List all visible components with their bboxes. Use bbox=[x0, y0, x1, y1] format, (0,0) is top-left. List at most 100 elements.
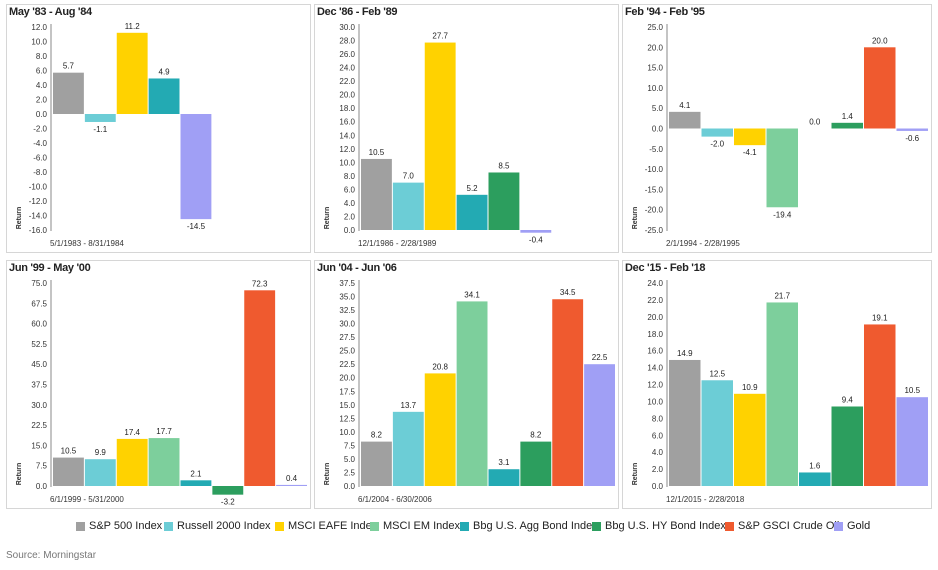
legend-label: Bbg U.S. HY Bond Index bbox=[605, 520, 726, 532]
y-tick-label: -12.0 bbox=[29, 197, 48, 206]
y-tick-label: 37.5 bbox=[339, 279, 355, 288]
bar-msci-em bbox=[148, 438, 180, 486]
y-tick-label: 5.0 bbox=[344, 455, 356, 464]
y-tick-label: 6.0 bbox=[36, 67, 48, 76]
data-label-msci-eafe: 20.8 bbox=[432, 362, 448, 371]
panel-title: May '83 - Aug '84 bbox=[9, 6, 92, 18]
bar-chart: 0.0 7.5 15.0 22.5 30.0 37.5 45.0 52.5 60.0 67.5 75… bbox=[16, 279, 307, 507]
data-label-sp500: 8.2 bbox=[371, 431, 383, 440]
legend-item-sp500: S&P 500 Index bbox=[76, 518, 162, 534]
bar-sp500 bbox=[361, 441, 392, 486]
y-tick-label: 45.0 bbox=[31, 360, 47, 369]
y-tick-label: -14.0 bbox=[29, 212, 48, 221]
data-label-msci-em: -19.4 bbox=[773, 210, 792, 219]
bar-hy-bond bbox=[520, 441, 552, 486]
bar-chart: 0.0 2.5 5.0 7.5 10.0 12.5 15.0 17.5 20.0 22.5 25.0… bbox=[324, 279, 615, 504]
data-label-hy-bond: 8.2 bbox=[530, 431, 542, 440]
bar-russell2000 bbox=[701, 380, 733, 486]
bar-msci-eafe bbox=[116, 438, 148, 486]
y-tick-label: 16.0 bbox=[647, 347, 663, 356]
y-tick-label: 28.0 bbox=[339, 37, 355, 46]
bar-gold bbox=[584, 364, 615, 486]
bar-sp500 bbox=[53, 457, 84, 486]
legend-label: Gold bbox=[847, 520, 871, 532]
bar-sp500 bbox=[361, 158, 392, 230]
y-tick-label: -10.0 bbox=[29, 183, 48, 192]
data-label-hy-bond: 1.4 bbox=[842, 112, 854, 121]
bar-russell2000 bbox=[392, 182, 424, 230]
data-label-gold: -0.6 bbox=[905, 134, 919, 143]
date-range: 2/1/1994 - 2/28/1995 bbox=[666, 239, 740, 248]
chart-panel-2: Dec '86 - Feb '89 0.0 2.0 4.0 6.0 8.0 10.0 12.… bbox=[314, 4, 619, 253]
bar-agg-bond bbox=[799, 472, 831, 486]
y-tick-label: 15.0 bbox=[339, 401, 355, 410]
data-label-crude-oil: 34.5 bbox=[560, 288, 576, 297]
data-label-crude-oil: 20.0 bbox=[872, 36, 888, 45]
y-axis-label: Return bbox=[16, 207, 23, 230]
y-tick-label: 2.0 bbox=[344, 212, 356, 221]
legend-item-hy-bond: Bbg U.S. HY Bond Index bbox=[592, 518, 726, 534]
data-label-msci-em: 21.7 bbox=[774, 291, 790, 300]
data-label-msci-em: 34.1 bbox=[464, 290, 480, 299]
y-tick-label: -20.0 bbox=[645, 206, 664, 215]
date-range: 12/1/1986 - 2/28/1989 bbox=[358, 239, 437, 248]
y-tick-label: 20.0 bbox=[339, 91, 355, 100]
bar-gold bbox=[276, 484, 307, 486]
y-tick-label: 10.0 bbox=[647, 84, 663, 93]
bar-crude-oil bbox=[552, 299, 584, 486]
y-tick-label: 0.0 bbox=[344, 482, 356, 491]
bar-crude-oil bbox=[864, 47, 896, 129]
data-label-russell2000: -2.0 bbox=[710, 140, 724, 149]
y-tick-label: 12.0 bbox=[339, 145, 355, 154]
y-tick-label: 15.0 bbox=[31, 441, 47, 450]
y-tick-label: 25.0 bbox=[339, 347, 355, 356]
y-tick-label: 5.0 bbox=[652, 104, 664, 113]
y-tick-label: 0.0 bbox=[36, 482, 48, 491]
bar-msci-eafe bbox=[734, 393, 766, 486]
bar-msci-eafe bbox=[116, 32, 148, 114]
y-tick-label: -15.0 bbox=[645, 185, 664, 194]
bar-sp500 bbox=[669, 111, 701, 129]
legend-label: S&P GSCI Crude Oil bbox=[738, 520, 840, 532]
y-tick-label: 18.0 bbox=[647, 330, 663, 339]
bar-agg-bond bbox=[456, 194, 488, 230]
y-tick-label: 26.0 bbox=[339, 50, 355, 59]
y-tick-label: 8.0 bbox=[36, 52, 48, 61]
y-tick-label: 12.5 bbox=[339, 414, 355, 423]
legend-label: MSCI EAFE Index bbox=[288, 520, 378, 532]
date-range: 6/1/1999 - 5/31/2000 bbox=[50, 495, 124, 504]
data-label-agg-bond: 2.1 bbox=[190, 469, 202, 478]
data-label-msci-eafe: -4.1 bbox=[743, 148, 757, 157]
y-tick-label: 22.5 bbox=[31, 421, 47, 430]
legend-swatch bbox=[275, 521, 284, 531]
y-tick-label: 35.0 bbox=[339, 293, 355, 302]
bar-chart: 0.0 2.0 4.0 6.0 8.0 10.0 12.0 14.0 16.0 18.0 20.0 2… bbox=[324, 23, 552, 248]
data-label-msci-em: 17.7 bbox=[156, 427, 172, 436]
legend: S&P 500 Index Russell 2000 Index MSCI EA… bbox=[0, 518, 938, 534]
legend-label: Russell 2000 Index bbox=[177, 520, 271, 532]
bar-russell2000 bbox=[84, 114, 116, 122]
y-tick-label: 18.0 bbox=[339, 104, 355, 113]
data-label-crude-oil: 72.3 bbox=[252, 279, 268, 288]
legend-label: S&P 500 Index bbox=[89, 520, 163, 532]
y-tick-label: 4.0 bbox=[36, 81, 48, 90]
legend-item-russell2000: Russell 2000 Index bbox=[164, 518, 271, 534]
bar-msci-em bbox=[456, 301, 488, 486]
bar-gold bbox=[896, 128, 928, 131]
bar-agg-bond bbox=[488, 469, 520, 486]
source-note: Source: Morningstar bbox=[6, 550, 97, 561]
bar-chart: 0.0 2.0 4.0 6.0 8.0 10.0 12.0 14.0 16.0 18.0 20.0 2… bbox=[632, 279, 928, 504]
bar-chart: -25.0 -20.0 -15.0 -10.0 -5.0 0.0 5.0 10.0 15.0 20… bbox=[632, 23, 928, 248]
data-label-agg-bond: 3.1 bbox=[498, 458, 510, 467]
data-label-sp500: 10.5 bbox=[369, 148, 385, 157]
data-label-msci-eafe: 11.2 bbox=[125, 22, 141, 31]
y-tick-label: 22.5 bbox=[339, 360, 355, 369]
bar-gold bbox=[520, 230, 552, 233]
data-label-msci-eafe: 17.4 bbox=[124, 428, 140, 437]
y-tick-label: 27.5 bbox=[339, 333, 355, 342]
y-tick-label: 8.0 bbox=[652, 414, 664, 423]
y-tick-label: 8.0 bbox=[344, 172, 356, 181]
y-tick-label: 0.0 bbox=[652, 482, 664, 491]
bar-agg-bond bbox=[180, 480, 212, 486]
chart-panel-5: Jun '04 - Jun '06 0.0 2.5 5.0 7.5 10.0 12.5 15… bbox=[314, 260, 619, 509]
